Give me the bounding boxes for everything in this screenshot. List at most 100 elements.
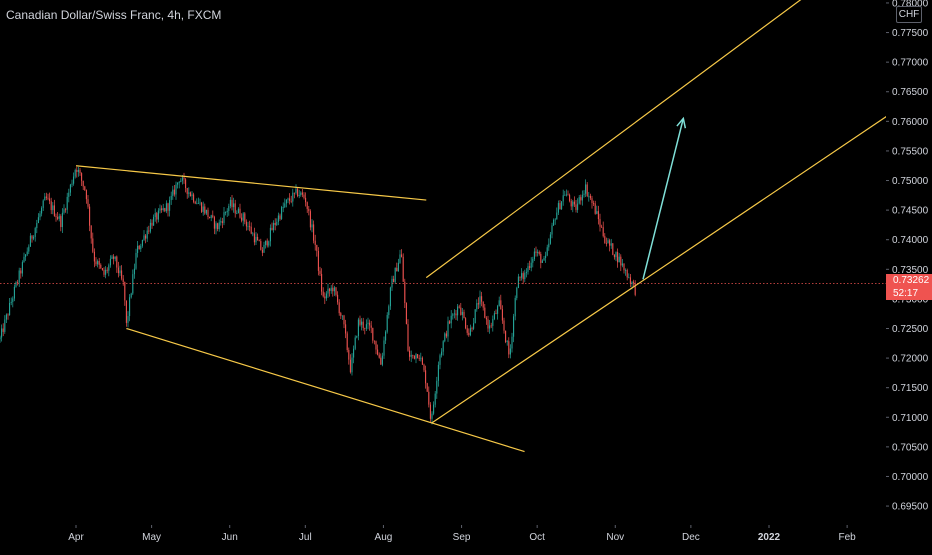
candle-body <box>193 194 195 202</box>
candle-body <box>354 337 356 349</box>
candle-body <box>29 235 31 247</box>
candle-body <box>529 266 531 268</box>
candle-body <box>522 273 524 280</box>
current-price-label: 0.73262 <box>893 275 930 287</box>
candle-body <box>377 349 379 355</box>
candle-body <box>386 315 388 332</box>
candle-body <box>337 294 339 303</box>
candle-body <box>92 238 94 252</box>
candle-body <box>597 211 599 220</box>
candle-body <box>540 253 542 263</box>
candle-body <box>207 209 209 218</box>
candle-body <box>109 258 111 266</box>
candle-body <box>461 311 463 315</box>
candle-body <box>116 256 118 268</box>
candle-body <box>279 215 281 219</box>
candle-body <box>485 317 487 320</box>
candle-body <box>418 358 420 359</box>
candle-body <box>609 240 611 246</box>
candle-body <box>425 370 427 384</box>
time-axis[interactable]: Apr May Jun Jul Aug Sep Oct Nov Dec 2022 Feb <box>0 525 886 550</box>
candle-body <box>605 242 607 244</box>
candle-body <box>586 184 588 196</box>
candle-body <box>610 243 612 246</box>
candle-body <box>593 202 595 204</box>
candle-body <box>514 298 516 317</box>
candle-body <box>521 273 523 278</box>
candle-body <box>10 301 12 303</box>
candle-body <box>42 200 44 208</box>
candle-body <box>138 245 140 250</box>
candle-body <box>633 281 635 284</box>
candle-body <box>530 262 532 268</box>
candle-body <box>567 194 569 196</box>
candle-body <box>473 323 475 329</box>
candle-body <box>281 207 283 219</box>
chart-plot-area[interactable]: Canadian Dollar/Swiss Franc, 4h, FXCM <box>0 0 896 525</box>
candle-body <box>428 391 430 405</box>
price-tick-label: 0.72500 <box>892 324 929 335</box>
candle-body <box>324 296 326 299</box>
candle-body <box>607 240 609 244</box>
candle-body <box>453 313 455 315</box>
candle-body <box>87 199 89 207</box>
candle-body <box>402 256 404 282</box>
candle-body <box>404 281 406 304</box>
channel-upper-line <box>425 0 802 279</box>
candle-body <box>436 380 438 394</box>
candle-countdown: 52:17 <box>893 288 919 300</box>
candle-body <box>1 328 3 338</box>
candle-body <box>273 222 275 231</box>
lower-triangle-line <box>126 327 525 453</box>
candle-body <box>599 219 601 227</box>
candle-body <box>583 193 585 195</box>
candle-body <box>561 201 563 210</box>
candle-body <box>468 332 470 336</box>
candle-body <box>559 203 561 210</box>
candle-body <box>613 254 615 258</box>
candle-body <box>55 216 57 218</box>
currency-badge[interactable]: CHF <box>896 6 922 23</box>
candle-body <box>65 209 67 211</box>
channel-lower-line <box>430 110 896 424</box>
candle-body <box>378 354 380 358</box>
candle-body <box>508 341 510 355</box>
candle-body <box>68 192 70 197</box>
candle-body <box>569 194 571 201</box>
candle-body <box>61 212 63 228</box>
candle-body <box>617 252 619 263</box>
candle-body <box>541 260 543 263</box>
candle-body <box>353 348 355 358</box>
candle-body <box>221 221 223 223</box>
candle-body <box>81 173 83 181</box>
candle-body <box>289 198 291 201</box>
candle-body <box>385 331 387 341</box>
candlestick-chart[interactable] <box>0 0 896 525</box>
candle-body <box>181 177 183 181</box>
candle-body <box>39 213 41 218</box>
candle-body <box>175 184 177 195</box>
candle-body <box>285 199 287 204</box>
candle-body <box>479 296 481 305</box>
candle-body <box>367 322 369 325</box>
candle-body <box>481 296 483 302</box>
candle-body <box>169 200 171 211</box>
candle-body <box>455 313 457 316</box>
candle-body <box>17 282 19 283</box>
candle-body <box>41 207 43 214</box>
price-tick-label: 0.76500 <box>892 87 929 98</box>
price-tick-label: 0.77000 <box>892 58 929 69</box>
candle-body <box>412 354 414 356</box>
candle-body <box>274 222 276 225</box>
candle-body <box>177 182 179 185</box>
candle-body <box>151 222 153 226</box>
candle-body <box>516 287 518 299</box>
candle-body <box>322 291 324 297</box>
candle-body <box>231 199 233 208</box>
candle-body <box>565 194 567 196</box>
candle-body <box>535 251 537 253</box>
candle-body <box>44 196 46 201</box>
candle-body <box>570 200 572 207</box>
price-axis-labels: 0.78000 0.77500 0.77000 0.76500 0.76000 0.755… <box>886 0 929 513</box>
candle-body <box>553 219 555 226</box>
